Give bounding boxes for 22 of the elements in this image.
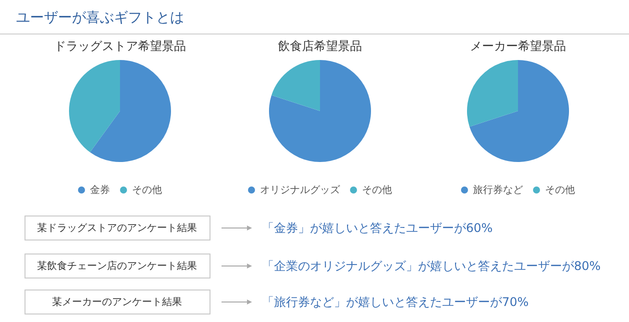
text: 「金券」が嬉しいと答えたユーザーが60% [262,221,493,235]
text: 某ドラッグストアのアンケート結果 [37,222,197,234]
text: 某飲食チェーン店のアンケート結果 [37,260,197,272]
legend-label: 金券 [90,184,110,196]
legend-label: その他 [545,184,575,196]
legend-label: その他 [362,184,392,196]
pie-slice [271,60,320,111]
text: 「企業のオリジナルグッズ」が嬉しいと答えたユーザーが80% [262,259,601,273]
chart-title: ドラッグストア希望景品 [54,39,186,53]
pie-slice [467,60,518,127]
pie-slice [69,60,120,152]
pie-slice [469,60,569,162]
pie-slice [269,60,371,162]
slice-label: 旅行券など [473,184,523,196]
chart-title: 飲食店希望景品 [278,39,362,53]
legend-label: オリジナルグッズ [260,184,341,196]
text: 某メーカーのアンケート結果 [52,296,182,308]
text: 「旅行券など」が嬉しいと答えたユーザーが70% [262,295,529,309]
text: ユーザーが喜ぶギフトとは [16,10,184,26]
chart-title: メーカー希望景品 [470,39,566,53]
legend-label: その他 [132,184,162,196]
pie-slice [90,60,171,162]
